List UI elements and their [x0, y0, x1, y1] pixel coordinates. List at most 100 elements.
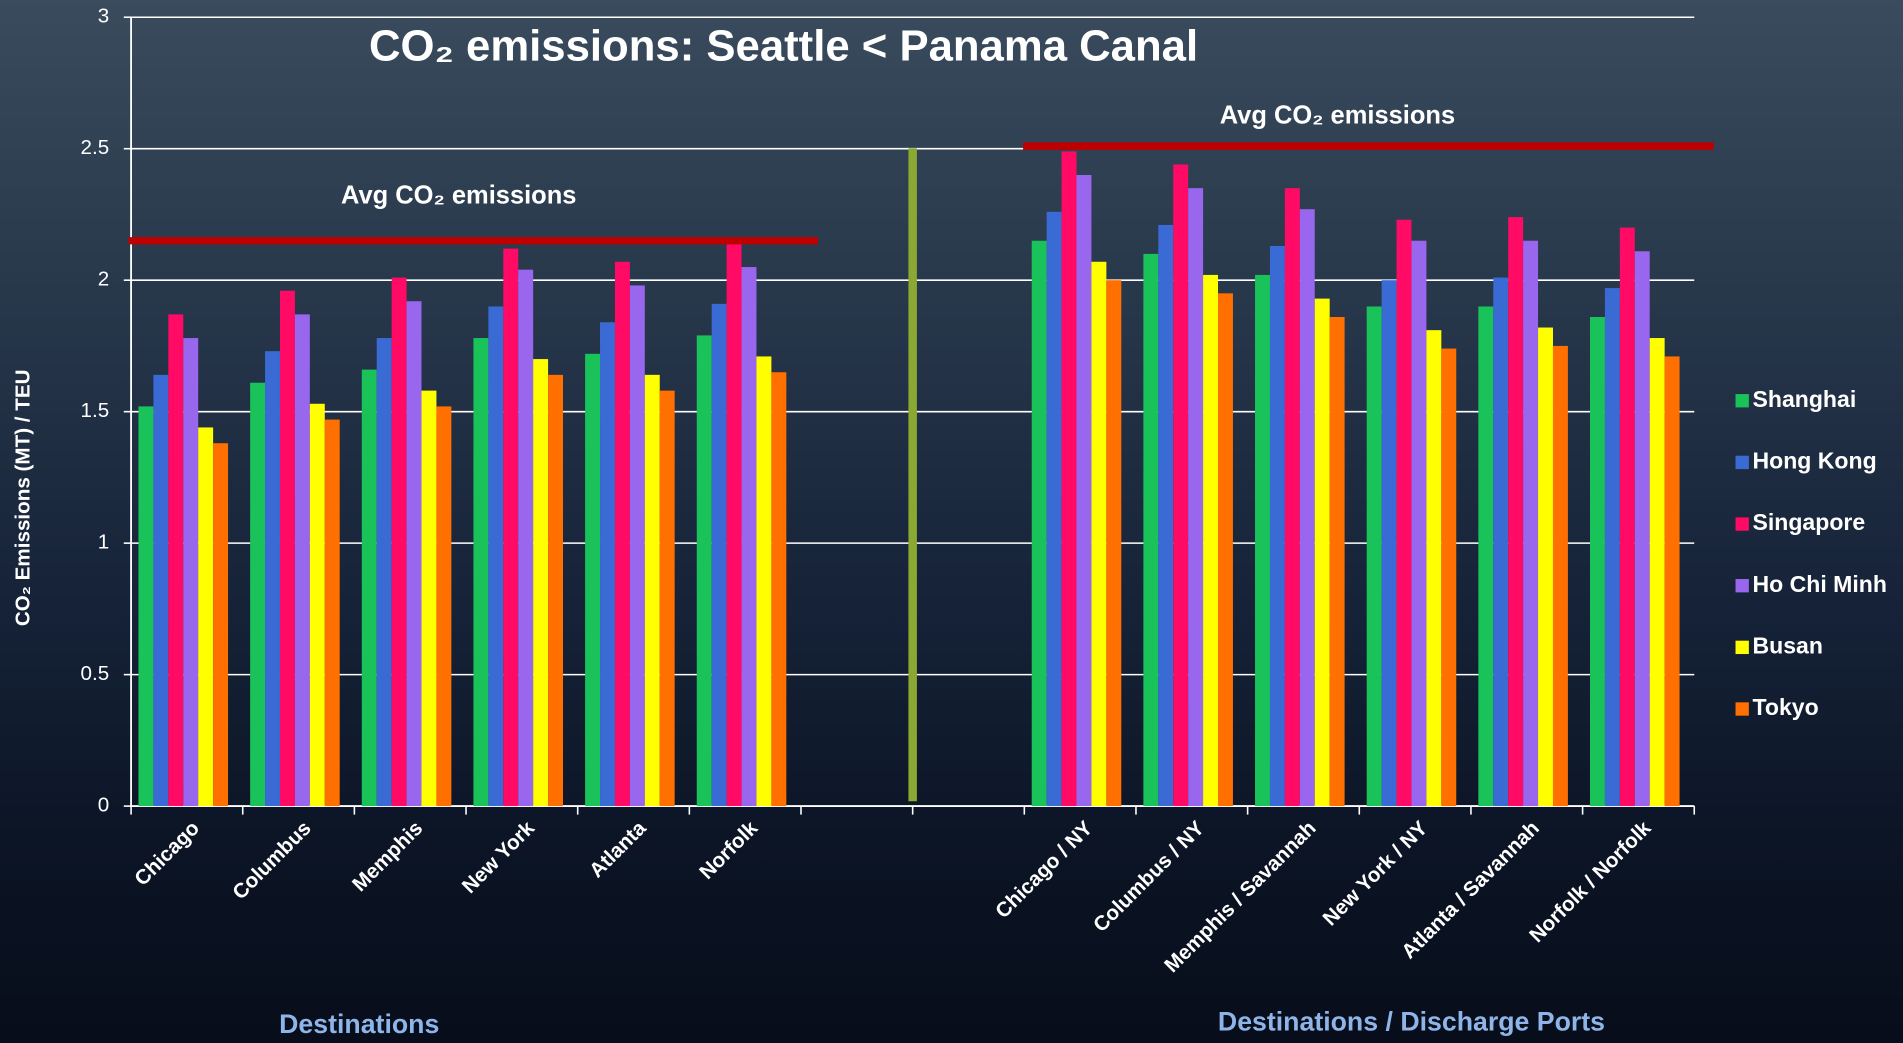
bar — [1426, 330, 1441, 806]
bar — [1397, 220, 1412, 806]
legend-label: Shanghai — [1753, 386, 1857, 412]
bar — [756, 356, 771, 806]
bar — [1493, 278, 1508, 807]
bar — [421, 391, 436, 806]
y-tick-label: 2 — [98, 268, 109, 291]
bar — [645, 375, 660, 806]
x-tick-label: Norfolk — [695, 816, 763, 884]
bar — [168, 314, 183, 806]
bar — [488, 306, 503, 806]
bar — [1091, 262, 1106, 806]
bar — [1620, 228, 1635, 807]
y-tick-label: 2.5 — [81, 136, 110, 159]
x-tick-label: Norfolk / Norfolk — [1525, 816, 1656, 947]
bar — [1062, 151, 1077, 806]
bar — [1285, 188, 1300, 806]
x-axis-label: Destinations — [279, 1009, 439, 1039]
legend-label: Tokyo — [1753, 694, 1819, 720]
bar — [1367, 306, 1382, 806]
legend-marker — [1736, 641, 1749, 654]
bar — [771, 372, 786, 806]
bar — [1270, 246, 1285, 806]
x-tick-label: Memphis — [348, 817, 427, 896]
bar — [265, 351, 280, 806]
y-tick-label: 1 — [98, 531, 109, 554]
bar — [1255, 275, 1270, 806]
bar — [392, 278, 407, 807]
bar — [1173, 164, 1188, 806]
bar — [1218, 293, 1233, 806]
bar — [1441, 349, 1456, 807]
bar — [1315, 299, 1330, 807]
legend-marker — [1736, 456, 1749, 469]
bar — [1665, 356, 1680, 806]
bar — [533, 359, 548, 806]
bar — [1478, 306, 1493, 806]
legend-marker — [1736, 517, 1749, 530]
y-tick-label: 0.5 — [81, 662, 110, 685]
bar — [1300, 209, 1315, 806]
legend-label: Ho Chi Minh — [1753, 571, 1887, 597]
bar — [1650, 338, 1665, 806]
bar — [295, 314, 310, 806]
bar — [250, 383, 265, 806]
x-tick-label: Columbus / NY — [1089, 816, 1209, 936]
bar — [742, 267, 757, 806]
chart-title: CO₂ emissions: Seattle < Panama Canal — [369, 21, 1198, 70]
bar — [280, 291, 295, 806]
y-tick-label: 1.5 — [81, 399, 110, 422]
bar — [1635, 251, 1650, 806]
bar — [325, 420, 340, 807]
legend-marker — [1736, 702, 1749, 715]
bar — [630, 285, 645, 806]
bar — [1330, 317, 1345, 806]
bar — [198, 427, 213, 806]
bar — [600, 322, 615, 806]
y-tick-label: 3 — [98, 5, 109, 28]
bar — [1590, 317, 1605, 806]
bar — [548, 375, 563, 806]
bar — [1411, 241, 1426, 806]
bar — [1143, 254, 1158, 806]
page: {"chart_data": { "type": "bar", "title":… — [0, 0, 1903, 1043]
bar — [660, 391, 675, 806]
bar — [362, 370, 377, 807]
bar — [503, 249, 518, 806]
chart: CO₂ emissions: Seattle < Panama Canal CO… — [0, 0, 1903, 1043]
bar — [712, 304, 727, 806]
bar — [138, 406, 153, 806]
bar — [1047, 212, 1062, 806]
bar — [1523, 241, 1538, 806]
legend-marker — [1736, 579, 1749, 592]
bar — [1605, 288, 1620, 806]
bar — [1188, 188, 1203, 806]
bar — [213, 443, 228, 806]
x-axis-label: Destinations / Discharge Ports — [1218, 1006, 1605, 1036]
bar — [1158, 225, 1173, 806]
average-label: Avg CO₂ emissions — [341, 182, 576, 210]
bar — [1553, 346, 1568, 806]
legend-marker — [1736, 394, 1749, 407]
x-tick-label: New York — [458, 816, 540, 898]
bar — [153, 375, 168, 806]
average-label: Avg CO₂ emissions — [1220, 101, 1455, 129]
y-axis-label: CO₂ Emissions (MT) / TEU — [12, 369, 35, 626]
bar — [183, 338, 198, 806]
bar — [615, 262, 630, 806]
x-tick-label: Chicago / NY — [991, 816, 1097, 922]
bar — [1203, 275, 1218, 806]
x-tick-label: Chicago — [130, 817, 204, 891]
bar — [1106, 280, 1121, 806]
bar — [1508, 217, 1523, 806]
bar — [518, 270, 533, 806]
bar — [1032, 241, 1047, 806]
x-tick-label: Atlanta — [585, 816, 651, 882]
bar — [1538, 328, 1553, 807]
bar — [436, 406, 451, 806]
legend-label: Hong Kong — [1753, 447, 1877, 473]
bar — [585, 354, 600, 806]
legend-label: Busan — [1753, 632, 1823, 658]
x-tick-label: New York / NY — [1318, 816, 1432, 930]
legend-label: Singapore — [1753, 509, 1866, 535]
bar — [1077, 175, 1092, 806]
